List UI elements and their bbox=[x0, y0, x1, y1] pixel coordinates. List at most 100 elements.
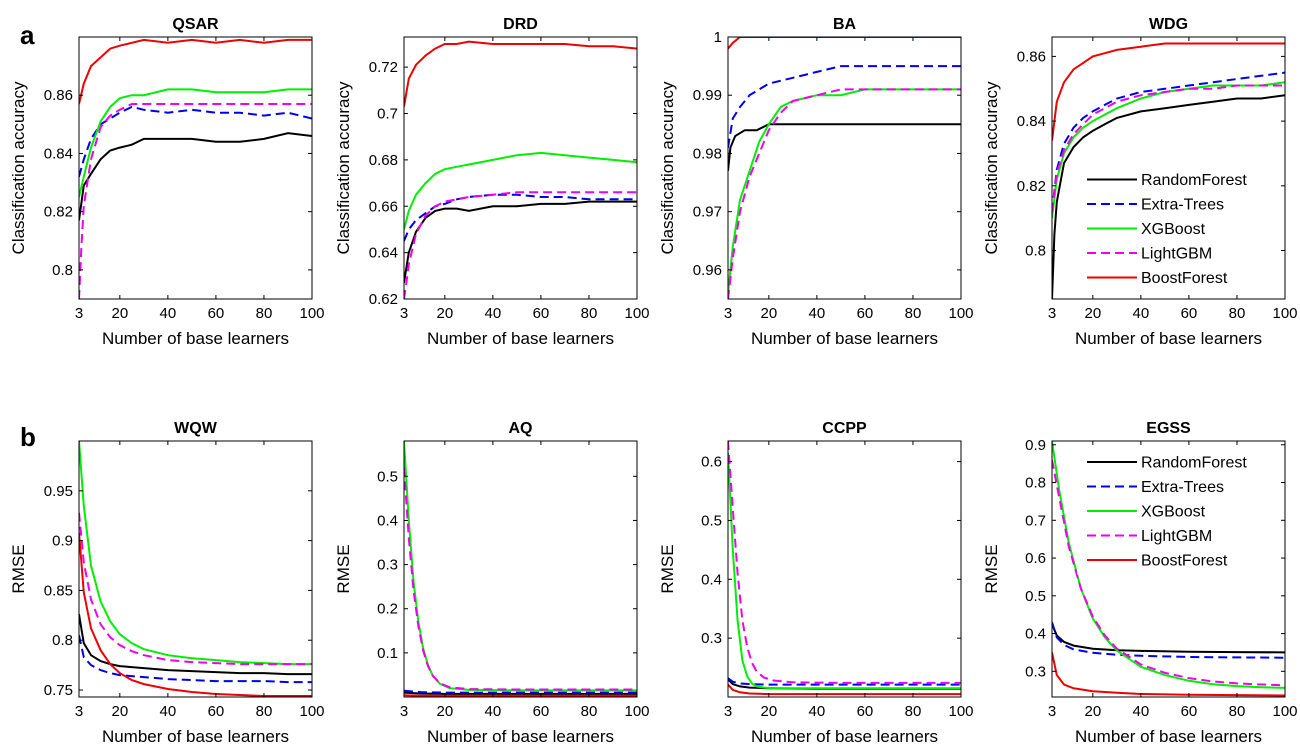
x-tick-label: 60 bbox=[857, 703, 874, 720]
series-line-xgboost bbox=[728, 88, 961, 294]
y-tick-label: 0.1 bbox=[377, 645, 398, 662]
x-tick-label: 80 bbox=[581, 305, 598, 322]
x-tick-label: 100 bbox=[299, 703, 324, 720]
legend-label: BoostForest bbox=[1141, 553, 1228, 570]
x-tick-label: 20 bbox=[760, 703, 777, 720]
x-tick-label: 40 bbox=[809, 703, 826, 720]
series-line-boostforest bbox=[404, 694, 637, 697]
legend: RandomForest Extra-Trees XGBoost LightGBM Bo… bbox=[1077, 163, 1280, 292]
legend-label: Extra-Trees bbox=[1141, 479, 1224, 496]
legend-label: RandomForest bbox=[1141, 455, 1247, 472]
x-tick-label: 3 bbox=[400, 305, 408, 322]
series-line-randomforest bbox=[1052, 623, 1285, 654]
x-tick-label: 3 bbox=[724, 703, 732, 720]
series-line-lightgbm bbox=[79, 103, 312, 299]
y-axis-label: Classification accuracy bbox=[982, 81, 1001, 254]
chart-title: DRD bbox=[503, 16, 538, 33]
x-tick-label: 3 bbox=[724, 305, 732, 322]
x-tick-label: 20 bbox=[111, 703, 128, 720]
chart-title: BA bbox=[833, 16, 857, 33]
y-tick-label: 0.8 bbox=[52, 632, 73, 649]
y-tick-label: 0.66 bbox=[369, 198, 398, 215]
series-line-extra-trees bbox=[728, 65, 961, 148]
y-tick-label: 0.98 bbox=[693, 145, 722, 162]
x-tick-label: 80 bbox=[256, 703, 273, 720]
series-line-extra-trees bbox=[1052, 71, 1285, 212]
panel-label-b: b bbox=[20, 422, 36, 452]
series-line-randomforest bbox=[79, 614, 312, 676]
x-tick-label: 80 bbox=[256, 305, 273, 322]
y-tick-label: 0.84 bbox=[44, 145, 73, 162]
axes-frame bbox=[403, 36, 638, 300]
axes-frame bbox=[727, 36, 962, 300]
x-tick-label: 20 bbox=[760, 305, 777, 322]
x-tick-label: 3 bbox=[400, 703, 408, 720]
x-tick-label: 40 bbox=[160, 703, 177, 720]
y-tick-label: 0.96 bbox=[693, 262, 722, 279]
x-tick-label: 80 bbox=[1229, 703, 1246, 720]
legend: RandomForest Extra-Trees XGBoost LightGBM Bo… bbox=[1077, 446, 1280, 575]
y-tick-label: 0.4 bbox=[1025, 626, 1046, 643]
y-tick-label: 0.8 bbox=[1025, 242, 1046, 259]
y-tick-label: 0.5 bbox=[701, 512, 722, 529]
axes-frame bbox=[78, 440, 313, 698]
axes-frame bbox=[403, 440, 638, 698]
chart-panel-ccpp: 3 20 40 60 80 100 0.3 0.4 0.5 0.6 CCPP Number of ba… bbox=[658, 420, 974, 746]
y-tick-label: 0.2 bbox=[377, 601, 398, 618]
x-tick-label: 3 bbox=[75, 703, 83, 720]
series-line-lightgbm bbox=[404, 467, 637, 691]
series-line-lightgbm bbox=[728, 88, 961, 299]
y-tick-label: 0.75 bbox=[44, 682, 73, 699]
x-tick-label: 100 bbox=[624, 703, 649, 720]
y-tick-label: 0.82 bbox=[1017, 178, 1046, 195]
series-line-boostforest bbox=[404, 40, 637, 107]
x-tick-label: 20 bbox=[111, 305, 128, 322]
y-tick-label: 0.5 bbox=[377, 468, 398, 485]
y-tick-label: 0.3 bbox=[377, 557, 398, 574]
series-line-boostforest bbox=[728, 37, 961, 50]
series-line-randomforest bbox=[79, 132, 312, 221]
x-tick-label: 20 bbox=[1084, 305, 1101, 322]
x-axis-label: Number of base learners bbox=[1075, 727, 1262, 746]
series-line-lightgbm bbox=[1052, 459, 1285, 687]
x-tick-label: 40 bbox=[485, 703, 502, 720]
chart-panel-ba: 3 20 40 60 80 100 0.96 0.97 0.98 0.99 1 BA Number of… bbox=[658, 16, 974, 348]
series-line-xgboost bbox=[79, 441, 312, 666]
x-tick-label: 3 bbox=[1048, 703, 1056, 720]
y-tick-label: 1 bbox=[714, 29, 722, 46]
x-tick-label: 60 bbox=[208, 305, 225, 322]
y-tick-label: 0.7 bbox=[1025, 512, 1046, 529]
series-line-extra-trees bbox=[728, 677, 961, 686]
y-tick-label: 0.7 bbox=[377, 106, 398, 123]
y-tick-label: 0.3 bbox=[1025, 663, 1046, 680]
x-tick-label: 100 bbox=[948, 305, 973, 322]
chart-title: AQ bbox=[509, 420, 533, 437]
y-axis-label: RMSE bbox=[9, 544, 28, 593]
y-axis-label: Classification accuracy bbox=[658, 81, 677, 254]
x-tick-label: 80 bbox=[1229, 305, 1246, 322]
y-tick-label: 0.86 bbox=[1017, 48, 1046, 65]
x-tick-label: 20 bbox=[436, 703, 453, 720]
y-tick-label: 0.85 bbox=[44, 582, 73, 599]
x-tick-label: 20 bbox=[1084, 703, 1101, 720]
series-line-extra-trees bbox=[404, 193, 637, 242]
series-line-randomforest bbox=[1052, 94, 1285, 299]
x-tick-label: 100 bbox=[948, 703, 973, 720]
x-tick-label: 40 bbox=[160, 305, 177, 322]
chart-title: WQW bbox=[174, 420, 218, 437]
x-tick-label: 20 bbox=[436, 305, 453, 322]
x-tick-label: 80 bbox=[905, 703, 922, 720]
y-tick-label: 0.95 bbox=[44, 483, 73, 500]
y-tick-label: 0.4 bbox=[377, 512, 398, 529]
y-axis-label: RMSE bbox=[334, 544, 353, 593]
x-axis-label: Number of base learners bbox=[102, 727, 289, 746]
y-tick-label: 0.9 bbox=[52, 533, 73, 550]
legend-label: RandomForest bbox=[1141, 172, 1247, 189]
x-axis-label: Number of base learners bbox=[427, 727, 614, 746]
legend-label: Extra-Trees bbox=[1141, 197, 1224, 214]
series-line-extra-trees bbox=[1052, 621, 1285, 659]
chart-panel-drd: 3 20 40 60 80 100 0.62 0.64 0.66 0.68 0.7 0.72 DRD Nu… bbox=[334, 16, 650, 348]
y-tick-label: 0.3 bbox=[701, 630, 722, 647]
x-tick-label: 100 bbox=[624, 305, 649, 322]
